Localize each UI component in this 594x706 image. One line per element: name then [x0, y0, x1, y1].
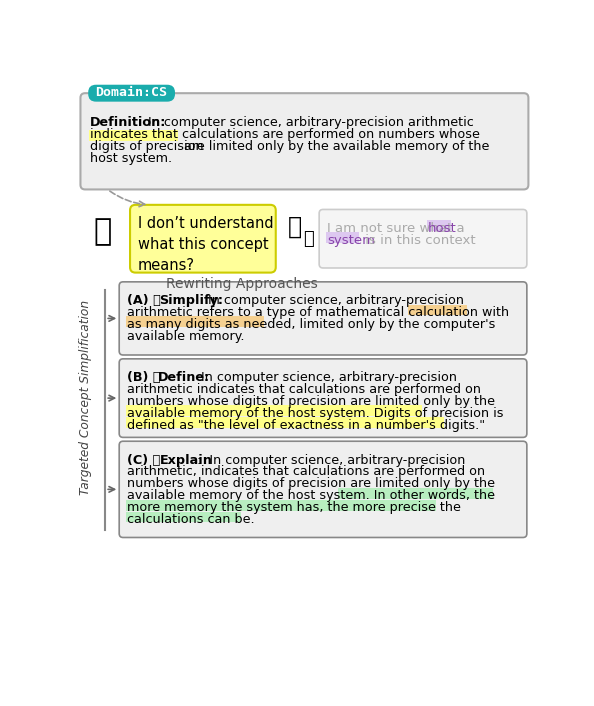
FancyBboxPatch shape [80, 93, 529, 189]
Text: more memory the system has, the more precise the: more memory the system has, the more pre… [127, 501, 461, 514]
Text: I don’t understand
what this concept
means?: I don’t understand what this concept mea… [138, 215, 273, 273]
Text: available memory of the host system. In other words, the: available memory of the host system. In … [127, 489, 495, 503]
Text: indicates that calculations are performed on numbers whose: indicates that calculations are performe… [90, 128, 479, 141]
Bar [427, 220, 451, 231]
FancyBboxPatch shape [119, 359, 527, 438]
Text: 🙋: 🙋 [93, 217, 111, 246]
FancyBboxPatch shape [119, 441, 527, 537]
FancyBboxPatch shape [88, 85, 175, 102]
Text: In computer science, arbitrary-precision: In computer science, arbitrary-precision [204, 294, 465, 307]
Text: numbers whose digits of precision are limited only by the: numbers whose digits of precision are li… [127, 477, 495, 491]
FancyBboxPatch shape [130, 205, 276, 273]
Bar [126, 500, 436, 510]
Text: 🧙: 🧙 [288, 215, 302, 239]
Bar [126, 316, 264, 328]
Text: digits of precision: digits of precision [90, 140, 203, 153]
Text: calculations can be.: calculations can be. [127, 513, 255, 526]
Text: (A) 🤖: (A) 🤖 [127, 294, 161, 307]
Text: :  In computer science, arbitrary-precision: : In computer science, arbitrary-precisi… [197, 453, 465, 467]
Text: system: system [327, 234, 375, 246]
FancyBboxPatch shape [119, 282, 527, 355]
Text: In computer science, arbitrary-precision arithmetic: In computer science, arbitrary-precision… [144, 116, 474, 129]
Text: arithmetic indicates that calculations are performed on: arithmetic indicates that calculations a… [127, 383, 481, 396]
Text: host system.: host system. [90, 152, 172, 165]
Text: Domain:CS: Domain:CS [96, 86, 168, 100]
Bar [408, 304, 467, 316]
Bar [326, 232, 359, 243]
Text: are limited only by the available memory of the: are limited only by the available memory… [179, 140, 489, 153]
Text: Explain: Explain [160, 453, 213, 467]
Text: arithmetic refers to a type of mathematical calculation with: arithmetic refers to a type of mathemati… [127, 306, 509, 319]
Text: Define:: Define: [158, 371, 210, 384]
Text: available memory.: available memory. [127, 330, 245, 343]
Bar [89, 130, 178, 141]
Text: (C) 🤖: (C) 🤖 [127, 453, 160, 467]
Text: Rewriting Approaches: Rewriting Approaches [166, 277, 317, 291]
Text: available memory of the host system. Digits of precision is: available memory of the host system. Dig… [127, 407, 504, 420]
Bar [126, 417, 444, 428]
Text: defined as "the level of exactness in a number's digits.": defined as "the level of exactness in a … [127, 419, 485, 432]
Text: In computer science, arbitrary-precision: In computer science, arbitrary-precision [197, 371, 457, 384]
Text: 🧙: 🧙 [303, 230, 314, 249]
Text: host: host [428, 222, 456, 235]
Text: Simplify:: Simplify: [160, 294, 223, 307]
Text: is in this context: is in this context [361, 234, 476, 246]
Text: (B) 📚: (B) 📚 [127, 371, 160, 384]
Text: I am not sure what a: I am not sure what a [327, 222, 469, 235]
Bar [126, 405, 422, 417]
Text: arithmetic, indicates that calculations are performed on: arithmetic, indicates that calculations … [127, 465, 485, 479]
Bar [338, 488, 493, 498]
Text: Targeted Concept Simplification: Targeted Concept Simplification [78, 300, 91, 495]
Text: numbers whose digits of precision are limited only by the: numbers whose digits of precision are li… [127, 395, 495, 408]
FancyBboxPatch shape [319, 210, 527, 268]
Text: as many digits as needed, limited only by the computer's: as many digits as needed, limited only b… [127, 318, 495, 331]
Text: Definition:: Definition: [90, 116, 166, 129]
Bar [126, 512, 241, 522]
